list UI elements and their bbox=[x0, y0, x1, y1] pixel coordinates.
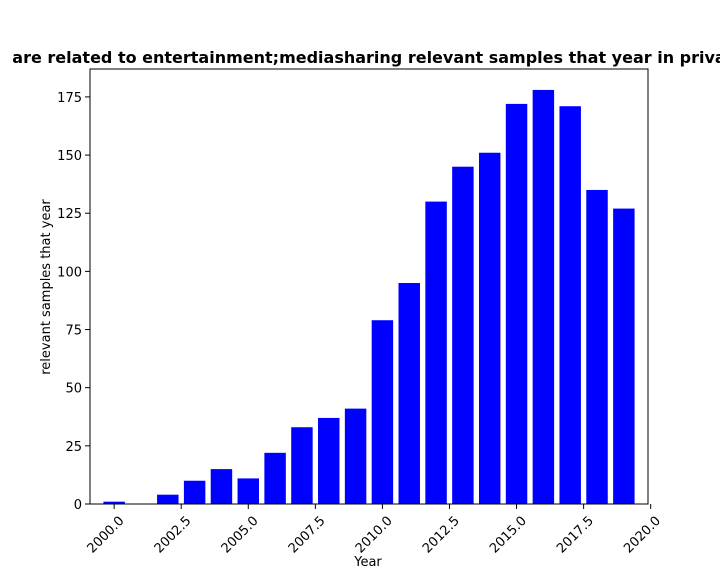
bar-2002 bbox=[157, 494, 179, 504]
y-tick-label: 175 bbox=[57, 91, 82, 106]
y-tick-label: 100 bbox=[57, 265, 82, 280]
x-axis-ticks: 2000.0 2002.5 2005.0 2007.5 2010.0 2012.5 2015… bbox=[85, 504, 664, 556]
bar-2012 bbox=[425, 201, 447, 505]
bar-2014 bbox=[478, 152, 501, 504]
bar-2018 bbox=[586, 189, 608, 504]
y-axis-ticks: 0 25 50 75 100 125 150 175 bbox=[57, 91, 90, 513]
bar-2015 bbox=[505, 103, 528, 504]
chart-title: are related to entertainment;mediasharin… bbox=[12, 48, 720, 67]
bar-2011 bbox=[398, 283, 420, 504]
y-tick-label: 0 bbox=[74, 498, 82, 513]
bar-2003 bbox=[183, 480, 206, 504]
bar-2008 bbox=[318, 417, 340, 504]
x-tick-label: 2012.5 bbox=[420, 514, 463, 557]
bar-2017 bbox=[559, 106, 581, 505]
y-tick-label: 75 bbox=[65, 324, 82, 339]
bar-2010 bbox=[371, 320, 394, 504]
x-tick-label: 2000.0 bbox=[85, 514, 128, 557]
x-tick-label: 2002.5 bbox=[152, 514, 195, 557]
x-tick-label: 2017.5 bbox=[554, 514, 597, 557]
y-tick-label: 150 bbox=[57, 149, 82, 164]
y-tick-label: 125 bbox=[57, 207, 82, 222]
bars-group bbox=[103, 89, 635, 505]
y-tick-label: 50 bbox=[65, 382, 82, 397]
bar-2000 bbox=[103, 501, 125, 504]
x-tick-label: 2007.5 bbox=[286, 514, 329, 557]
bar-2009 bbox=[344, 408, 367, 504]
x-tick-label: 2010.0 bbox=[353, 514, 396, 557]
plot-area-frame bbox=[89, 68, 649, 505]
bar-2004 bbox=[210, 469, 233, 504]
bar-2006 bbox=[264, 452, 286, 504]
bar-2013 bbox=[452, 166, 474, 504]
x-tick-label: 2015.0 bbox=[487, 514, 530, 557]
y-axis-label: relevant samples that year bbox=[39, 199, 54, 375]
y-tick-label: 25 bbox=[65, 440, 82, 455]
x-tick-label: 2005.0 bbox=[219, 514, 262, 557]
bar-2016 bbox=[532, 89, 555, 505]
bar-2019 bbox=[613, 208, 635, 504]
bar-2007 bbox=[291, 427, 313, 504]
x-axis-label: Year bbox=[353, 555, 382, 570]
x-tick-label: 2020.0 bbox=[621, 514, 664, 557]
bar-2005 bbox=[237, 478, 260, 504]
